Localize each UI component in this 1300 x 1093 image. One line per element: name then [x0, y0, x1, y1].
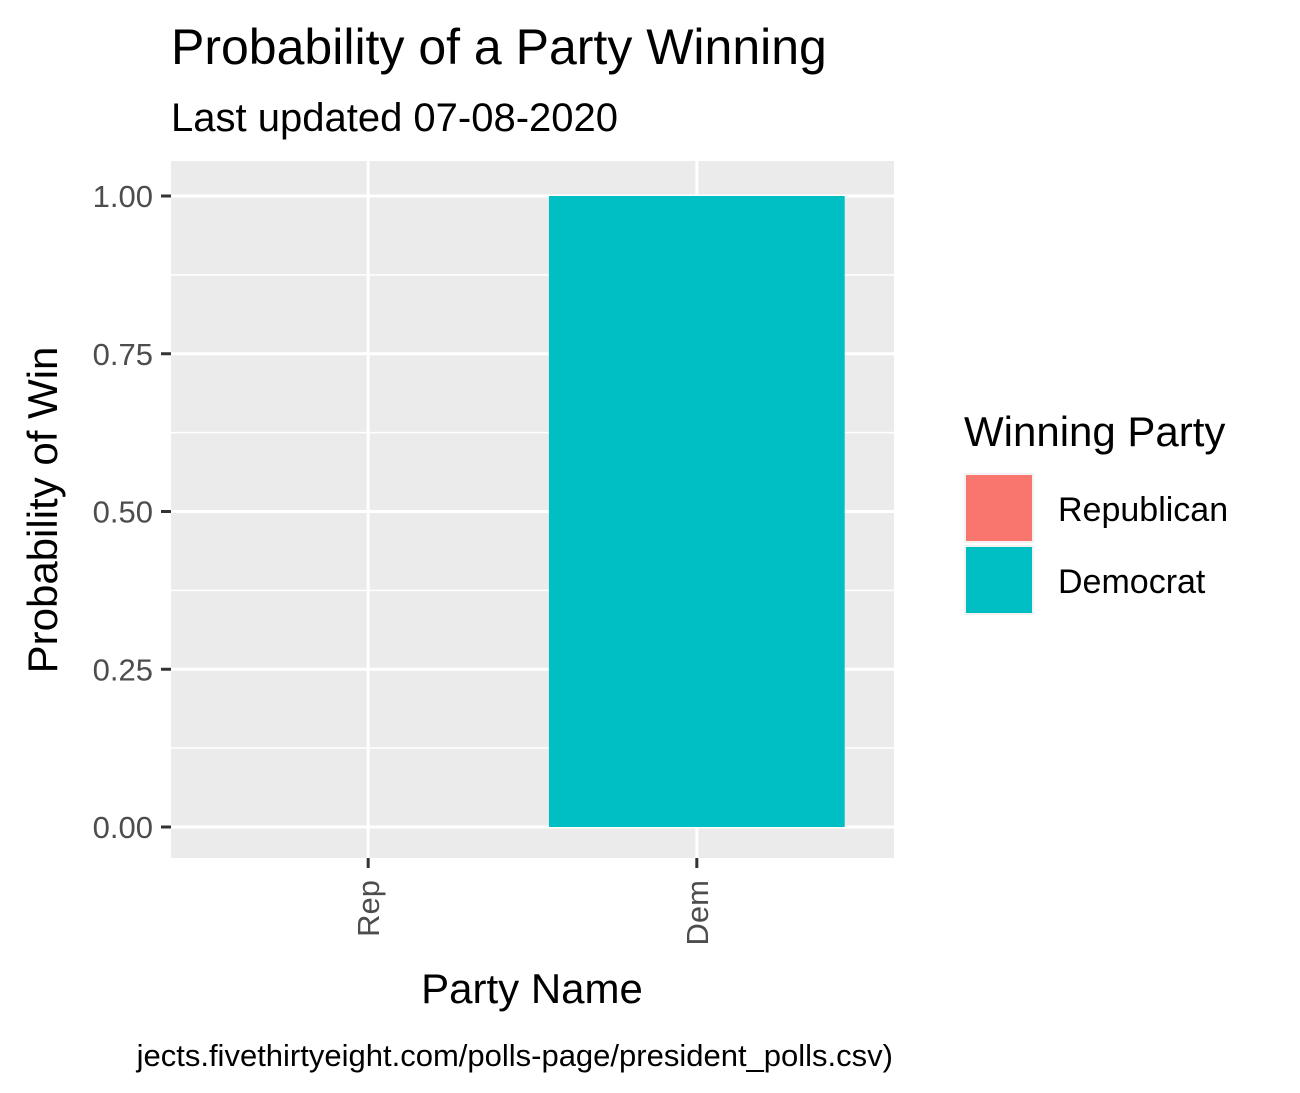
legend-swatch-republican	[966, 475, 1032, 541]
x-axis: Rep Dem	[351, 858, 715, 945]
x-tick-label: Rep	[351, 880, 386, 937]
y-axis-title: Probability of Win	[19, 347, 66, 674]
y-tick-label: 0.50	[93, 495, 153, 530]
chart-caption: jects.fivethirtyeight.com/polls-page/pre…	[136, 1038, 893, 1073]
bar-dem	[548, 196, 845, 827]
legend-title: Winning Party	[964, 408, 1225, 455]
y-tick-label: 0.25	[93, 652, 153, 687]
legend-label-democrat: Democrat	[1058, 563, 1206, 601]
legend: Winning Party Republican Democrat	[964, 408, 1228, 615]
legend-entries: Republican Democrat	[964, 473, 1228, 615]
legend-swatch-democrat	[966, 547, 1032, 613]
y-tick-label: 0.75	[93, 337, 153, 372]
y-axis: 0.00 0.25 0.50 0.75 1.00	[93, 179, 171, 845]
bars	[548, 196, 845, 827]
x-axis-title: Party Name	[421, 965, 643, 1012]
chart-subtitle: Last updated 07-08-2020	[171, 96, 618, 140]
y-tick-label: 1.00	[93, 179, 153, 214]
x-tick-label: Dem	[680, 880, 715, 945]
y-tick-label: 0.00	[93, 810, 153, 845]
chart-title: Probability of a Party Winning	[171, 19, 827, 75]
legend-label-republican: Republican	[1058, 491, 1228, 529]
